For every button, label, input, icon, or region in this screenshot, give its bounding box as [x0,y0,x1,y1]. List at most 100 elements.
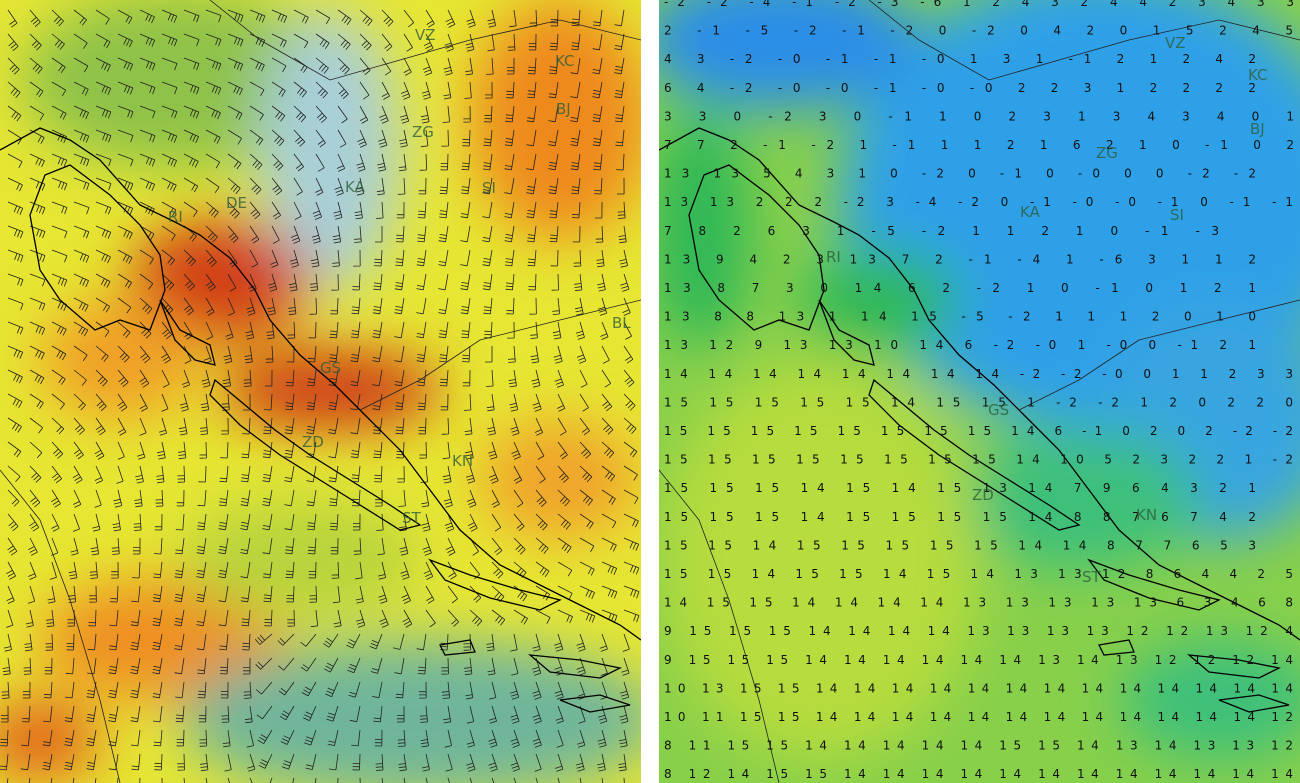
wind-barb [372,417,383,435]
wind-barb [439,201,449,219]
wind-barb [504,249,515,267]
wind-barb [130,681,141,699]
wind-barb [29,369,45,385]
wind-barb [489,681,497,700]
wind-barb [465,57,473,76]
wind-barb [87,633,97,651]
wind-barb [219,657,229,675]
wind-barb [117,177,134,191]
wind-barb [176,489,185,507]
wind-barb [312,201,322,220]
wind-barb [614,9,625,27]
wind-barb [65,657,75,675]
wind-barb [29,417,44,434]
wind-barb [527,249,537,267]
wind-barb [598,705,608,724]
wind-barb [94,441,105,460]
wind-barb [614,105,625,123]
wind-barb [262,489,273,507]
wind-barb [293,33,309,49]
wind-barb [396,441,405,459]
wind-barb [95,153,112,167]
wind-barb [7,273,24,287]
wind-barb [108,633,119,651]
wind-barb [304,729,317,746]
city-label: ST [402,509,422,527]
wind-barb [397,177,406,195]
wind-barb [396,201,405,219]
wind-barb [381,9,394,27]
wind-barb [506,81,515,99]
wind-barb [205,57,222,71]
wind-barb [329,321,339,339]
wind-barb [95,33,111,49]
wind-barb [510,417,520,436]
wind-barb [554,369,564,388]
wind-barb [332,249,340,267]
wind-barb [161,9,178,23]
wind-barb [161,57,178,71]
wind-barb [249,129,264,146]
wind-barb [417,393,427,411]
wind-barb [174,633,185,651]
wind-barb [337,57,350,75]
wind-barb [196,633,207,651]
wind-barb [200,393,210,412]
wind-barb [219,465,229,483]
value-row: 8 12 14 15 15 14 14 14 14 14 14 14 14 14… [664,767,1293,781]
wind-barb [379,105,389,124]
wind-barb [243,393,251,411]
wind-barb [601,441,615,459]
wind-barb [554,633,564,652]
wind-barb [21,705,31,723]
wind-barb [309,297,317,315]
wind-barb [177,753,185,771]
wind-barb [509,393,519,412]
wind-barb [597,273,606,292]
wind-barb [440,633,449,651]
wind-barb [7,105,22,122]
wind-barb [153,729,163,747]
wind-barb [507,345,516,363]
wind-barb [548,177,559,195]
wind-barb [623,465,638,481]
wind-barb [355,585,364,604]
wind-barb [616,153,625,171]
wind-barb [218,561,229,579]
wind-barb [420,105,430,124]
wind-barb [240,561,251,579]
wind-barb [227,153,242,170]
wind-barb [315,33,330,50]
wind-barb [117,57,134,71]
wind-barb [161,105,178,119]
wind-barb [89,585,97,603]
wind-barb [535,609,551,624]
wind-barb [29,297,46,311]
wind-barb [623,609,640,623]
wind-barb [73,369,87,386]
wind-barb [227,201,240,219]
wind-barb [154,753,163,771]
wind-barb [254,633,273,645]
wind-barb [109,609,119,627]
wind-barb [94,489,102,508]
wind-barb [550,9,559,27]
wind-barb [45,633,54,651]
wind-barb [205,321,214,340]
wind-barb [139,321,152,339]
wind-barb [1,705,9,723]
wind-barb [66,633,75,651]
wind-barb [440,393,449,411]
wind-barb [95,393,107,412]
wind-barb [51,513,60,532]
wind-barb [570,129,581,147]
wind-barb [353,249,361,267]
wind-barb [576,345,587,364]
wind-barb [526,177,537,195]
wind-barb [51,369,66,385]
wind-barb [623,561,640,575]
wind-barb [346,633,361,649]
wind-barb [161,345,171,364]
wind-barb [601,585,618,599]
wind-barb [7,153,23,168]
